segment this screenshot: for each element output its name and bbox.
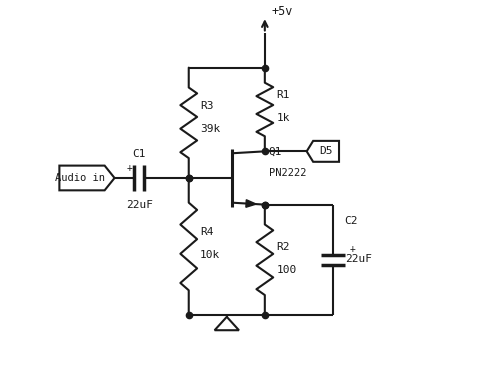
Text: 1k: 1k	[276, 113, 290, 123]
Text: 22uF: 22uF	[126, 200, 153, 211]
Text: R4: R4	[200, 227, 213, 237]
Text: Audio in: Audio in	[55, 173, 106, 183]
Text: R2: R2	[276, 242, 290, 252]
Text: Q1: Q1	[269, 147, 282, 157]
Text: 39k: 39k	[200, 124, 220, 134]
Text: +5v: +5v	[272, 5, 293, 18]
Text: R3: R3	[200, 101, 213, 112]
Text: +: +	[127, 163, 133, 174]
Text: +: +	[349, 244, 355, 254]
Text: C1: C1	[133, 149, 146, 159]
Text: 100: 100	[276, 265, 297, 275]
Text: R1: R1	[276, 90, 290, 100]
Polygon shape	[246, 200, 256, 207]
Text: PN2222: PN2222	[269, 168, 306, 178]
Text: 10k: 10k	[200, 250, 220, 260]
Text: C2: C2	[345, 216, 358, 226]
Text: 22uF: 22uF	[345, 254, 372, 264]
Text: D5: D5	[319, 146, 333, 156]
